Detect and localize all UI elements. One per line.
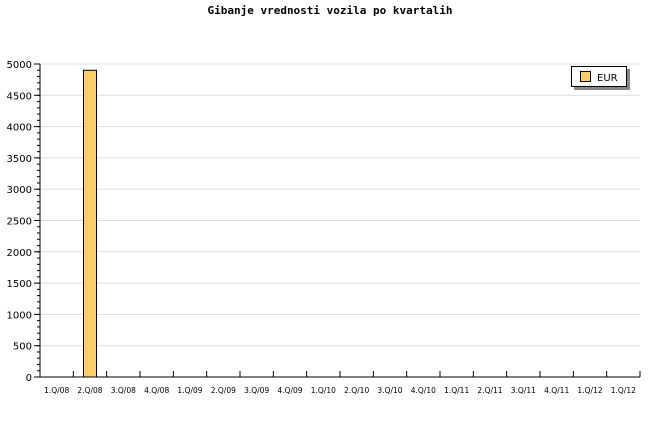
y-tick-label: 1500 <box>7 279 32 290</box>
y-tick-label: 500 <box>13 342 32 353</box>
x-tick-label: 4.Q/10 <box>411 386 436 395</box>
y-tick-label: 1000 <box>7 310 32 321</box>
x-tick-label: 1.Q/12 <box>577 386 602 395</box>
y-tick-label: 3000 <box>7 185 32 196</box>
y-tick-label: 2500 <box>7 217 32 228</box>
x-tick-label: 2.Q/10 <box>344 386 369 395</box>
x-tick-label: 4.Q/09 <box>277 386 302 395</box>
x-tick-label: 2.Q/08 <box>77 386 102 395</box>
x-tick-label: 3.Q/10 <box>377 386 402 395</box>
x-tick-label: 4.Q/11 <box>544 386 569 395</box>
y-tick-label: 3500 <box>7 154 32 165</box>
x-tick-label: 1.Q/09 <box>177 386 202 395</box>
x-tick-label: 2.Q/11 <box>477 386 502 395</box>
y-tick-label: 2000 <box>7 248 32 259</box>
chart-title: Gibanje vrednosti vozila po kvartalih <box>207 4 453 17</box>
x-tick-label: 1.Q/10 <box>311 386 336 395</box>
legend-swatch <box>580 71 591 82</box>
y-tick-label: 5000 <box>7 60 32 71</box>
x-tick-label: 4.Q/08 <box>144 386 169 395</box>
x-tick-label: 1.Q/11 <box>444 386 469 395</box>
y-tick-label: 4500 <box>7 91 32 102</box>
x-tick-label: 2.Q/09 <box>211 386 236 395</box>
x-tick-label: 3.Q/11 <box>511 386 536 395</box>
legend-label: EUR <box>597 73 618 84</box>
x-tick-label: 1.Q/12 <box>611 386 636 395</box>
x-tick-label: 1.Q/08 <box>44 386 69 395</box>
x-tick-label: 3.Q/08 <box>111 386 136 395</box>
y-tick-label: 4000 <box>7 123 32 134</box>
y-tick-label: 0 <box>26 373 32 384</box>
bar <box>83 69 97 378</box>
x-tick-label: 3.Q/09 <box>244 386 269 395</box>
